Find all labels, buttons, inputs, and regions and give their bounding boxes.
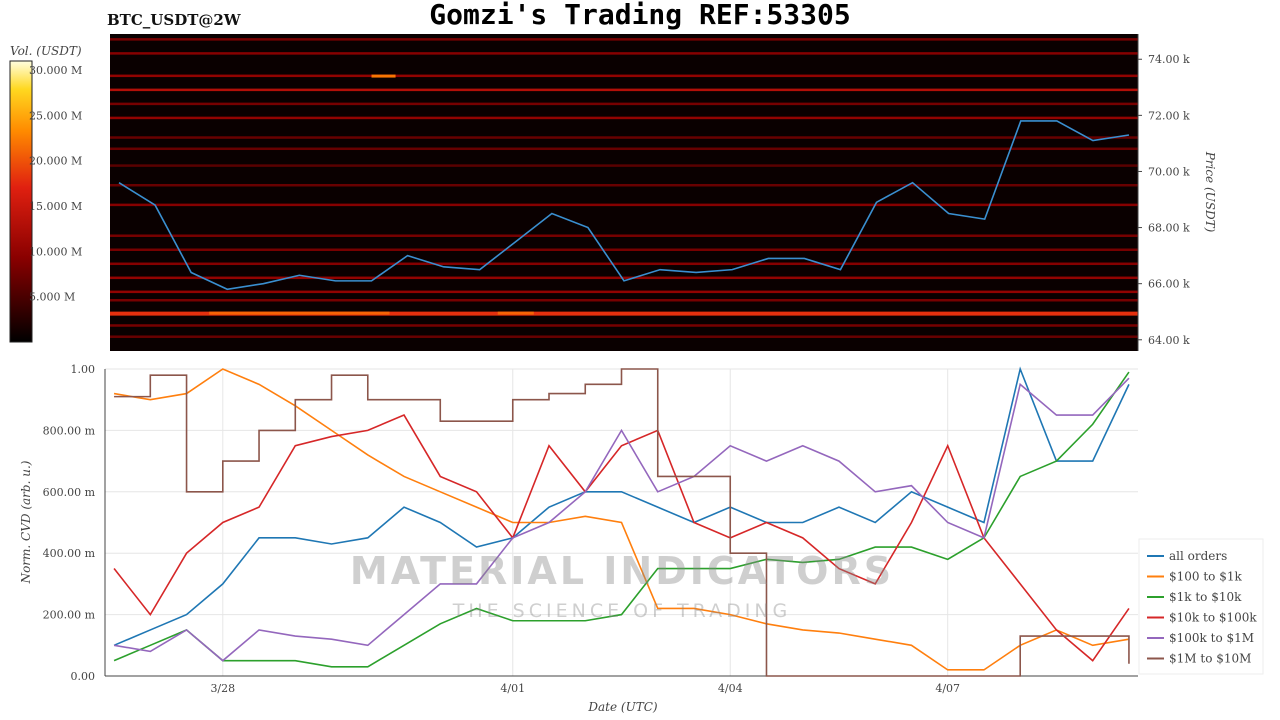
heatmap-level bbox=[110, 116, 1138, 120]
legend-entry: $10k to $100k bbox=[1169, 611, 1257, 625]
price-tick-label: 64.00 k bbox=[1148, 334, 1190, 347]
heatmap-level bbox=[110, 299, 1138, 302]
y-tick-label: 800.00 m bbox=[43, 424, 96, 437]
series-line bbox=[113, 371, 1130, 668]
price-line bbox=[118, 120, 1130, 291]
heatmap-background bbox=[110, 34, 1138, 351]
series-line bbox=[113, 366, 1130, 647]
series-line bbox=[113, 377, 1130, 662]
x-tick-label: 4/07 bbox=[935, 682, 960, 695]
x-tick-label: 4/01 bbox=[500, 682, 525, 695]
heatmap-level bbox=[110, 164, 1138, 167]
price-tick-label: 70.00 k bbox=[1148, 165, 1190, 178]
heatmap-level bbox=[110, 52, 1138, 55]
x-tick-label: 4/04 bbox=[718, 682, 743, 695]
heatmap-level bbox=[110, 147, 1138, 151]
heatmap-level bbox=[110, 324, 1138, 327]
price-tick-label: 68.00 k bbox=[1148, 222, 1190, 235]
price-axis-label: Price (USDT) bbox=[1203, 151, 1217, 233]
colorbar-gradient bbox=[9, 60, 33, 343]
colorbar-tick-label: 5.000 M bbox=[29, 291, 75, 304]
x-tick-label: 3/28 bbox=[210, 682, 235, 695]
heatmap-level bbox=[110, 88, 1138, 92]
price-tick-label: 66.00 k bbox=[1148, 278, 1190, 291]
series-line bbox=[113, 368, 1130, 671]
legend-box bbox=[1138, 538, 1264, 675]
heatmap-hotspot bbox=[209, 311, 390, 315]
heatmap-level bbox=[110, 203, 1138, 207]
heatmap-panel: 64.00 k 66.00 k 68.00 k 70.00 k 72.00 k 74.00… bbox=[110, 34, 1217, 351]
legend-entry: $1M to $10M bbox=[1169, 652, 1251, 666]
heatmap-level bbox=[110, 276, 1138, 280]
watermark: MATERIAL INDICATORS THE SCIENCE OF TRADI… bbox=[350, 549, 894, 622]
x-axis-label: Date (UTC) bbox=[587, 700, 657, 714]
price-tick-label: 74.00 k bbox=[1148, 53, 1190, 66]
heatmap-level bbox=[110, 234, 1138, 237]
heatmap-level bbox=[110, 290, 1138, 294]
y-tick-label: 200.00 m bbox=[43, 609, 96, 622]
price-tick-label: 72.00 k bbox=[1148, 109, 1190, 122]
watermark-line2: THE SCIENCE OF TRADING bbox=[452, 600, 792, 622]
heatmap-hotspot bbox=[371, 74, 396, 78]
y-tick-label: 400.00 m bbox=[43, 547, 96, 560]
series-line bbox=[113, 414, 1130, 662]
y-tick-label: 1.00 bbox=[71, 363, 96, 376]
legend: all orders $100 to $1k $1k to $10k $10k to … bbox=[1138, 538, 1264, 675]
heatmap-level bbox=[110, 311, 1138, 316]
series-line bbox=[114, 368, 1130, 677]
legend-entry: all orders bbox=[1169, 549, 1227, 563]
y-tick-label: 600.00 m bbox=[43, 486, 96, 499]
colorbar-tick-label: 20.000 M bbox=[29, 155, 82, 168]
heatmap-hotspot bbox=[497, 311, 534, 315]
colorbar-tick-label: 25.000 M bbox=[29, 109, 82, 122]
chart-title: Gomzi's Trading REF:53305 bbox=[429, 0, 851, 31]
colorbar: 5.000 M 10.000 M 15.000 M 20.000 M 25.000 M 3… bbox=[9, 44, 82, 343]
chart-subtitle: BTC_USDT@2W bbox=[107, 11, 241, 29]
heatmap-level bbox=[110, 248, 1138, 252]
heatmap-level bbox=[110, 262, 1138, 266]
heatmap-level bbox=[110, 183, 1138, 187]
watermark-line1: MATERIAL INDICATORS bbox=[350, 549, 894, 593]
colorbar-tick-label: 15.000 M bbox=[29, 200, 82, 213]
y-axis-label: Norm. CVD (arb. u.) bbox=[19, 460, 33, 584]
heatmap-level bbox=[110, 74, 1138, 78]
heatmap-level bbox=[110, 335, 1138, 338]
colorbar-tick-label: 10.000 M bbox=[29, 245, 82, 258]
colorbar-label: Vol. (USDT) bbox=[10, 44, 82, 58]
colorbar-tick-label: 30.000 M bbox=[29, 64, 82, 77]
heatmap-level bbox=[110, 102, 1138, 106]
y-tick-label: 0.00 bbox=[71, 670, 96, 683]
heatmap-level bbox=[110, 38, 1138, 41]
legend-entry: $100 to $1k bbox=[1169, 570, 1242, 584]
heatmap-level bbox=[110, 136, 1138, 139]
legend-entry: $1k to $10k bbox=[1169, 590, 1242, 604]
legend-entry: $100k to $1M bbox=[1169, 631, 1254, 645]
cvd-panel: 0.00 200.00 m 400.00 m 600.00 m 800.00 m 1.00… bbox=[19, 363, 1138, 714]
